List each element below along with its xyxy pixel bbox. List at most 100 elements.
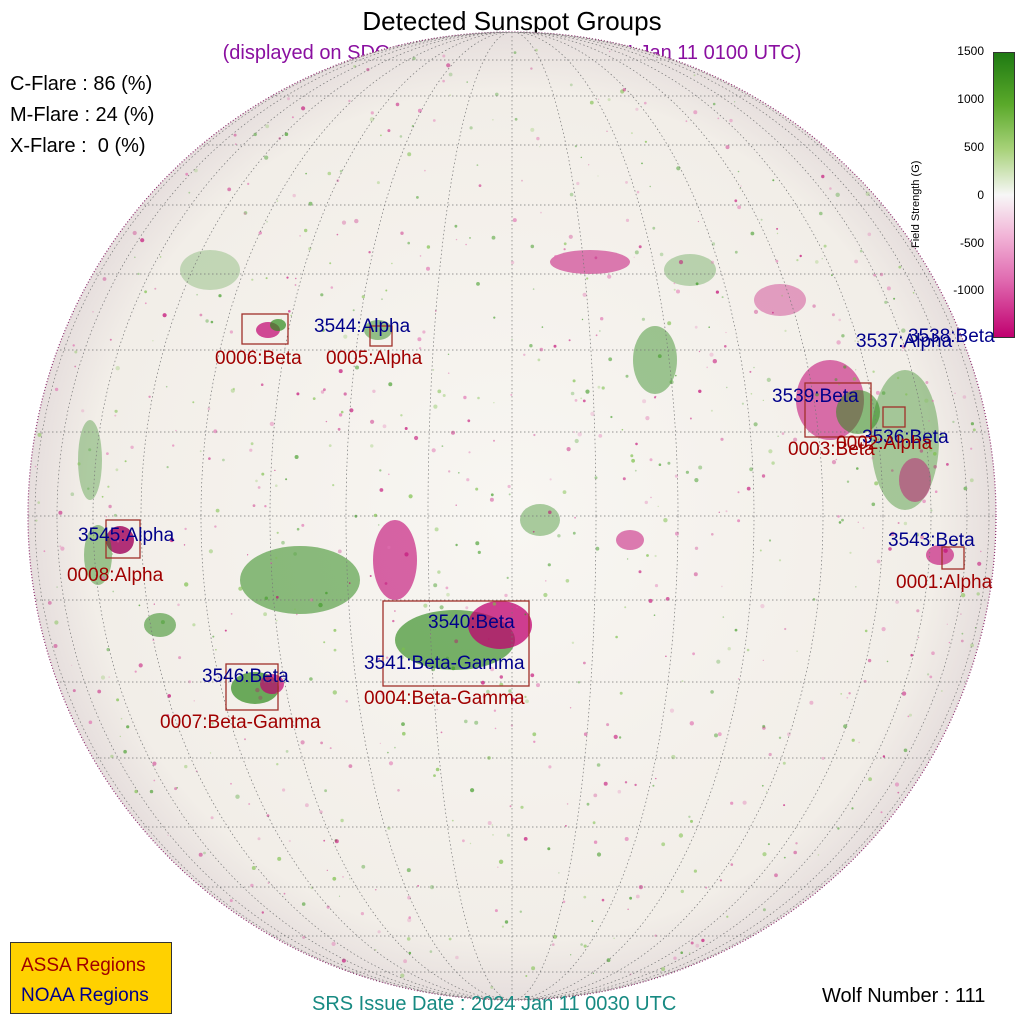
field-speckle [462, 839, 465, 843]
field-speckle [212, 635, 215, 638]
field-speckle [348, 99, 351, 103]
field-speckle [762, 659, 764, 661]
region-box [382, 600, 530, 687]
field-speckle [274, 469, 276, 471]
field-speckle [934, 490, 938, 494]
field-speckle [433, 404, 438, 409]
field-speckle [601, 898, 605, 902]
field-speckle [379, 469, 382, 472]
region-box [241, 313, 289, 345]
region-box [882, 406, 906, 428]
field-speckle [689, 417, 692, 420]
field-speckle [203, 851, 206, 855]
field-speckle [323, 641, 326, 644]
field-speckle [440, 731, 443, 734]
field-speckle [730, 863, 734, 866]
field-speckle [210, 320, 214, 324]
field-speckle [332, 876, 337, 881]
field-speckle [276, 200, 279, 202]
field-speckle [661, 842, 666, 847]
field-speckle [793, 850, 797, 855]
field-speckle [294, 284, 297, 286]
field-patch [616, 530, 644, 550]
field-speckle [710, 260, 715, 264]
field-speckle [299, 235, 301, 237]
field-speckle [539, 347, 544, 352]
field-speckle [717, 732, 722, 737]
field-speckle [199, 313, 203, 317]
field-speckle [68, 574, 70, 576]
field-speckle [778, 559, 782, 562]
field-speckle [630, 454, 634, 458]
field-speckle [654, 584, 659, 588]
field-speckle [673, 288, 676, 291]
field-speckle [434, 623, 438, 626]
assa-label: 0008:Alpha [67, 565, 164, 586]
colorbar-title: Field Strength (G) [910, 160, 922, 248]
field-speckle [419, 255, 422, 257]
field-speckle [862, 527, 865, 529]
field-speckle [474, 720, 479, 725]
field-speckle [627, 908, 629, 910]
field-speckle [852, 377, 857, 381]
field-speckle [762, 852, 767, 857]
field-speckle [594, 256, 598, 260]
field-speckle [111, 553, 113, 555]
heliographic-grid [28, 32, 996, 1000]
field-speckle [580, 397, 583, 400]
field-speckle [194, 168, 198, 173]
field-speckle [328, 444, 332, 447]
field-speckle [494, 909, 498, 913]
field-speckle [54, 387, 59, 392]
field-speckle [838, 318, 841, 322]
field-speckle [618, 736, 622, 739]
field-speckle [113, 513, 117, 517]
field-speckle [490, 985, 494, 989]
field-speckle [607, 98, 611, 102]
noaa-label: 3539:Beta [772, 386, 859, 407]
field-speckle [275, 619, 278, 622]
field-speckle [928, 420, 930, 422]
field-speckle [264, 596, 268, 600]
field-speckle [688, 952, 691, 954]
field-speckle [408, 494, 413, 499]
field-speckle [257, 837, 261, 841]
field-speckle [455, 238, 458, 241]
field-speckle [392, 619, 395, 623]
field-speckle [844, 395, 847, 398]
field-speckle [184, 764, 188, 769]
field-speckle [152, 340, 154, 342]
field-speckle [238, 586, 243, 591]
field-speckle [598, 434, 603, 438]
field-speckle [230, 613, 233, 615]
field-speckle [622, 477, 626, 481]
field-speckle [768, 449, 773, 454]
field-speckle [229, 899, 233, 903]
field-speckle [592, 972, 595, 974]
field-speckle [432, 119, 436, 122]
field-speckle [263, 612, 267, 617]
field-speckle [697, 220, 700, 223]
field-speckle [762, 724, 766, 728]
field-speckle [695, 943, 700, 948]
colorbar-tick: 0 [977, 188, 984, 202]
field-speckle [439, 605, 444, 610]
field-speckle [570, 954, 572, 956]
field-speckle [694, 325, 698, 329]
field-speckle [548, 765, 552, 769]
field-speckle [402, 731, 406, 736]
field-speckle [417, 885, 419, 887]
field-speckle [783, 804, 786, 807]
field-speckle [615, 635, 618, 639]
field-speckle [709, 352, 714, 357]
field-speckle [105, 516, 107, 518]
field-speckle [970, 643, 974, 648]
field-speckle [980, 550, 982, 553]
field-speckle [568, 339, 571, 342]
field-speckle [106, 647, 110, 652]
field-speckle [547, 563, 551, 567]
field-speckle [777, 435, 779, 437]
field-speckle [507, 484, 511, 489]
field-speckle [886, 660, 889, 663]
